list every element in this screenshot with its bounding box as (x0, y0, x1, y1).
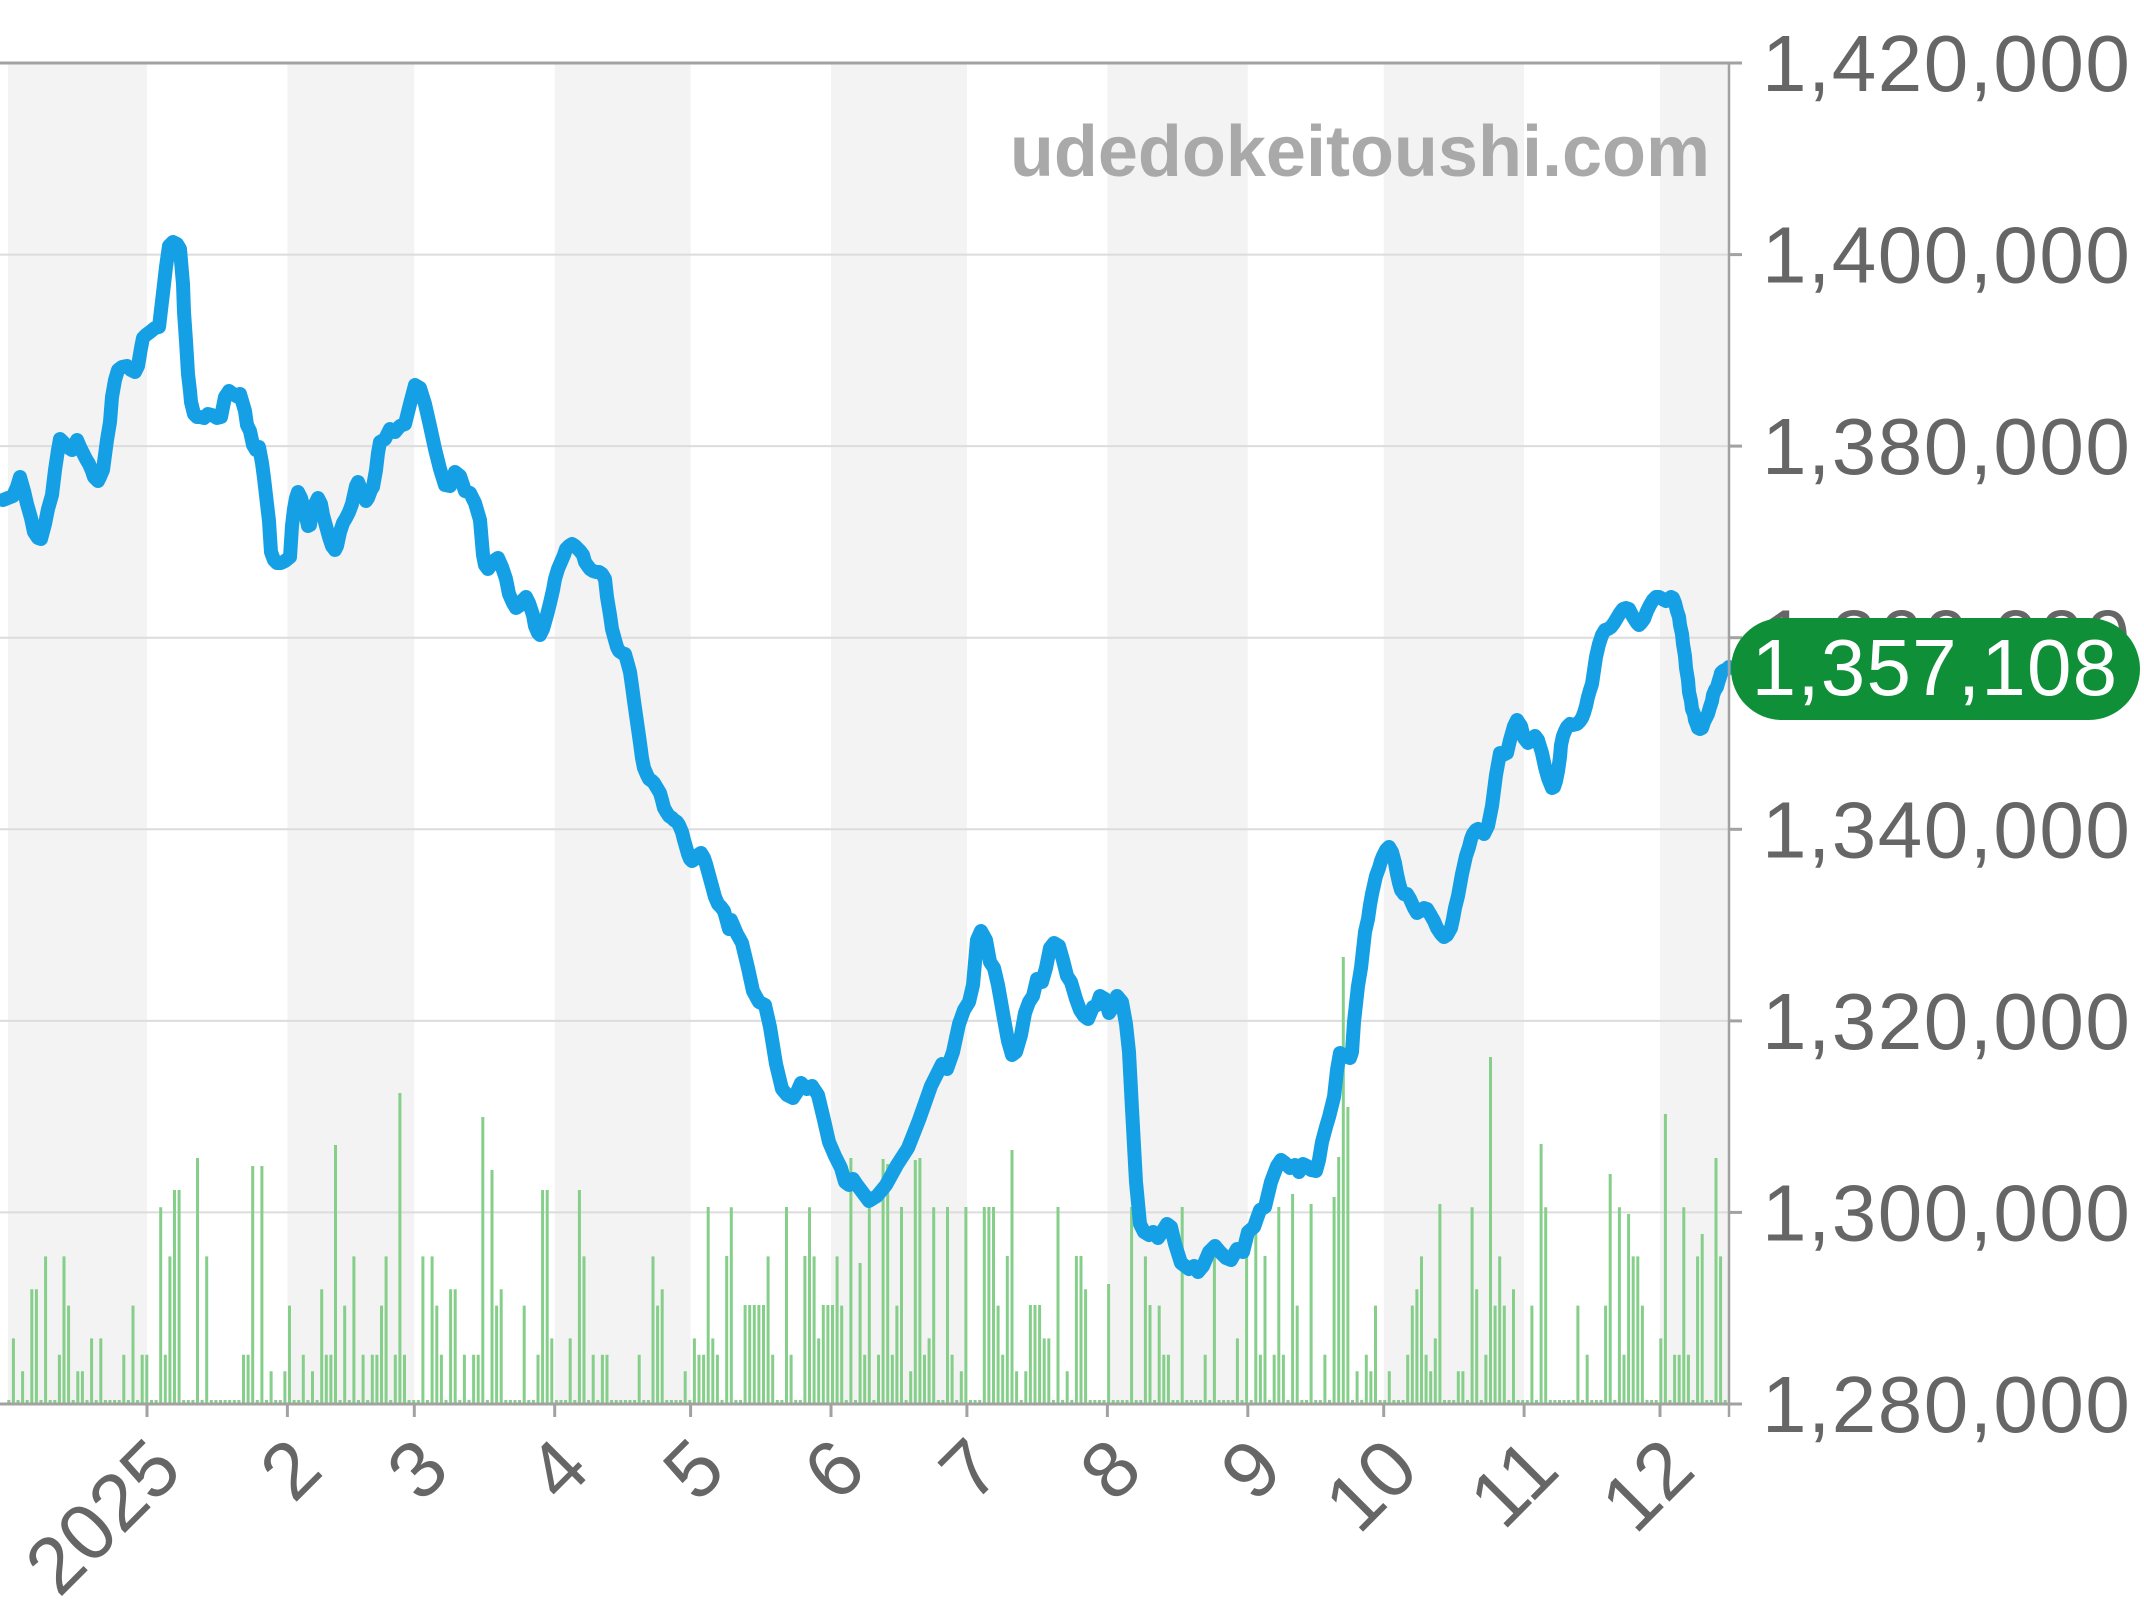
svg-text:udedokeitoushi.com: udedokeitoushi.com (1010, 112, 1710, 192)
svg-text:1,420,000: 1,420,000 (1762, 19, 2131, 108)
svg-text:1,340,000: 1,340,000 (1762, 785, 2131, 874)
svg-text:1,380,000: 1,380,000 (1762, 402, 2131, 491)
svg-text:1,357,108: 1,357,108 (1752, 623, 2119, 712)
svg-text:1,320,000: 1,320,000 (1762, 977, 2131, 1066)
svg-text:1,280,000: 1,280,000 (1762, 1360, 2131, 1449)
svg-text:1,300,000: 1,300,000 (1762, 1168, 2131, 1257)
svg-text:1,400,000: 1,400,000 (1762, 211, 2131, 300)
